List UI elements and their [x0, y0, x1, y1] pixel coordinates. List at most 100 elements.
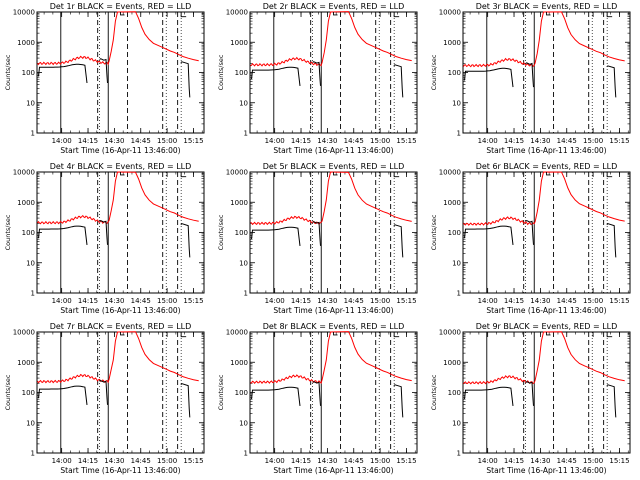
y-tick-label: 100: [22, 69, 35, 77]
x-tick-label: 15:00: [583, 137, 603, 145]
chart-title: Det 9r BLACK = Events, RED = LLD: [476, 322, 618, 331]
series-events-peak: [180, 12, 187, 18]
series-events-line: [525, 381, 534, 406]
series-lld-line: [250, 331, 412, 385]
series-events-line: [312, 381, 321, 406]
series-lld-line: [462, 11, 625, 68]
series-lld-line: [37, 331, 199, 384]
x-axis-label: Start Time (16-Apr-11 13:46:00): [486, 306, 606, 315]
x-tick-label: 14:30: [317, 297, 337, 305]
series-events-peak: [546, 12, 551, 16]
x-tick-label: 15:15: [396, 137, 416, 145]
y-axis-label: Counts/sec: [430, 54, 438, 90]
x-tick-label: 14:00: [52, 137, 72, 145]
x-tick-label: 14:45: [131, 137, 151, 145]
chart-panel-3: Det 3r BLACK = Events, RED = LLD Counts/s…: [430, 2, 631, 155]
series-events-line: [464, 386, 514, 406]
x-tick-label: 14:30: [530, 297, 550, 305]
y-tick-label: 10: [452, 99, 461, 107]
x-tick-label: 14:15: [504, 297, 524, 305]
x-tick-label: 15:15: [609, 297, 629, 305]
x-tick-label: 15:15: [396, 457, 416, 465]
series-events-line: [464, 225, 514, 245]
series-events-peak: [393, 332, 400, 338]
x-tick-label: 14:45: [557, 137, 577, 145]
series-lld-line: [250, 11, 412, 67]
series-events-line: [180, 61, 191, 98]
x-tick-label: 14:45: [344, 457, 364, 465]
y-tick-label: 10: [239, 419, 248, 427]
y-tick-label: 1: [244, 290, 248, 298]
y-tick-label: 100: [448, 389, 461, 397]
series-events-line: [464, 67, 514, 88]
x-tick-label: 15:00: [370, 457, 390, 465]
series-events-peak: [120, 12, 125, 16]
chart-panel-5: Det 5r BLACK = Events, RED = LLD Counts/s…: [217, 162, 418, 315]
x-axis-label: Start Time (16-Apr-11 13:46:00): [60, 306, 180, 315]
y-tick-label: 10000: [439, 169, 461, 177]
x-tick-label: 14:45: [131, 457, 151, 465]
x-tick-label: 14:15: [291, 297, 311, 305]
x-tick-label: 14:30: [104, 457, 124, 465]
chart-panel-2: Det 2r BLACK = Events, RED = LLD Counts/s…: [217, 2, 418, 155]
y-tick-label: 100: [235, 69, 248, 77]
y-tick-label: 10: [26, 259, 35, 267]
y-tick-label: 1000: [443, 359, 461, 367]
chart-panel-7: Det 7r BLACK = Events, RED = LLD Counts/s…: [4, 322, 205, 475]
y-axis-label: Counts/sec: [430, 214, 438, 250]
x-tick-label: 15:00: [583, 457, 603, 465]
series-events-peak: [333, 332, 338, 336]
x-tick-label: 15:15: [609, 137, 629, 145]
x-axis-label: Start Time (16-Apr-11 13:46:00): [486, 146, 606, 155]
y-tick-label: 100: [22, 229, 35, 237]
chart-title: Det 8r BLACK = Events, RED = LLD: [263, 322, 405, 331]
series-events-line: [525, 220, 534, 245]
y-tick-label: 10000: [13, 169, 35, 177]
x-tick-label: 15:00: [157, 457, 177, 465]
x-tick-label: 14:00: [478, 297, 498, 305]
x-tick-label: 15:00: [583, 297, 603, 305]
y-tick-label: 1: [31, 130, 35, 138]
x-tick-label: 15:15: [609, 457, 629, 465]
x-axis-label: Start Time (16-Apr-11 13:46:00): [60, 146, 180, 155]
series-events-peak: [606, 12, 613, 18]
y-axis-label: Counts/sec: [4, 54, 12, 90]
y-tick-label: 100: [448, 69, 461, 77]
y-axis-label: Counts/sec: [430, 374, 438, 410]
series-events-peak: [333, 172, 338, 176]
y-tick-label: 1000: [443, 199, 461, 207]
x-tick-label: 14:00: [52, 297, 72, 305]
series-events-line: [99, 220, 108, 245]
plot-frame: [249, 331, 418, 454]
series-lld-line: [37, 11, 199, 66]
series-events-line: [606, 384, 617, 418]
x-tick-label: 14:15: [291, 137, 311, 145]
x-axis-label: Start Time (16-Apr-11 13:46:00): [273, 146, 393, 155]
x-tick-label: 15:15: [183, 457, 203, 465]
y-tick-label: 10: [239, 259, 248, 267]
y-axis-label: Counts/sec: [217, 374, 225, 410]
y-tick-label: 1000: [17, 39, 35, 47]
x-tick-label: 14:45: [557, 297, 577, 305]
y-tick-label: 1000: [230, 39, 248, 47]
x-tick-label: 14:00: [265, 137, 285, 145]
x-tick-label: 14:30: [530, 137, 550, 145]
chart-title: Det 6r BLACK = Events, RED = LLD: [476, 162, 618, 171]
y-tick-label: 1000: [230, 199, 248, 207]
series-events-line: [180, 223, 191, 258]
series-events-line: [251, 226, 301, 246]
y-tick-label: 1: [31, 450, 35, 458]
series-events-line: [393, 224, 404, 258]
x-tick-label: 14:30: [317, 137, 337, 145]
x-tick-label: 15:00: [370, 297, 390, 305]
plot-frame: [36, 171, 205, 294]
chart-title: Det 4r BLACK = Events, RED = LLD: [50, 162, 192, 171]
x-tick-label: 14:00: [52, 457, 72, 465]
series-events-line: [180, 383, 191, 418]
series-events-peak: [606, 332, 613, 338]
x-tick-label: 15:00: [157, 297, 177, 305]
x-axis-label: Start Time (16-Apr-11 13:46:00): [273, 466, 393, 475]
series-events-line: [393, 64, 404, 98]
series-events-peak: [120, 332, 125, 336]
